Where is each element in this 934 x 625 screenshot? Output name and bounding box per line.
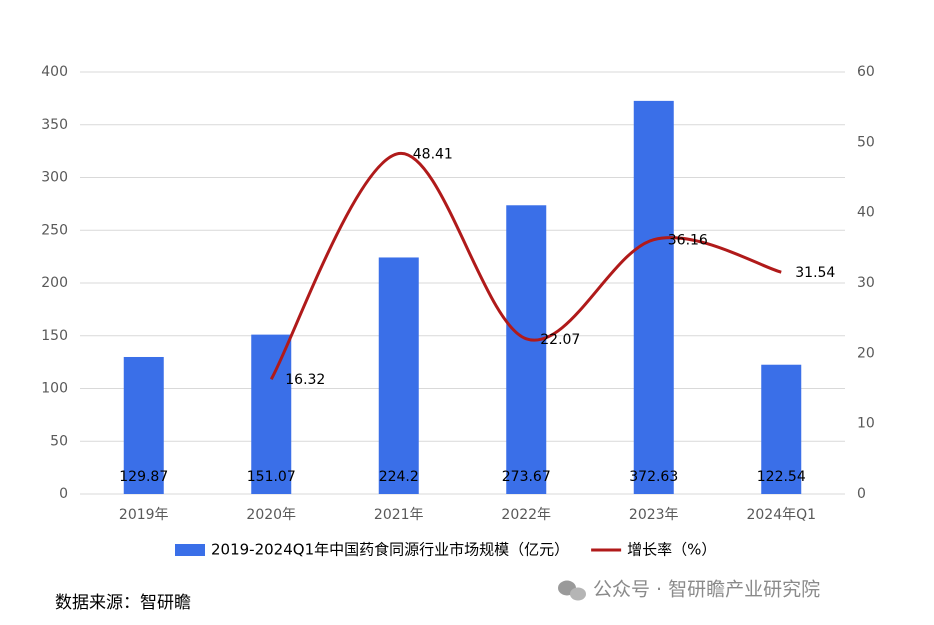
legend-label: 增长率（%） — [627, 541, 716, 559]
bar — [251, 334, 292, 494]
y2-tick-label: 40 — [857, 205, 875, 221]
x-tick-label: 2019年 — [119, 507, 169, 523]
y-tick-label: 400 — [41, 64, 68, 80]
x-tick-label: 2020年 — [246, 507, 296, 523]
y-tick-label: 150 — [41, 328, 68, 344]
x-tick-label: 2024年Q1 — [746, 507, 816, 523]
x-tick-label: 2022年 — [501, 507, 551, 523]
line-value-label: 16.32 — [285, 372, 325, 388]
y2-tick-label: 0 — [857, 486, 866, 502]
y-tick-label: 350 — [41, 117, 68, 133]
bar-value-label: 151.07 — [247, 469, 296, 485]
y2-tick-label: 30 — [857, 275, 875, 291]
y2-tick-label: 50 — [857, 134, 875, 150]
bar-value-label: 273.67 — [502, 469, 551, 485]
y2-tick-label: 20 — [857, 345, 875, 361]
bar — [123, 356, 164, 494]
y2-tick-label: 60 — [857, 64, 875, 80]
bar-value-label: 224.2 — [379, 469, 419, 485]
y2-tick-label: 10 — [857, 416, 875, 432]
bar — [506, 205, 547, 495]
y-tick-label: 200 — [41, 275, 68, 291]
y-tick-label: 0 — [59, 486, 68, 502]
bar-value-label: 122.54 — [757, 469, 806, 485]
line-value-label: 36.16 — [668, 233, 708, 249]
legend-label: 2019-2024Q1年中国药食同源行业市场规模（亿元） — [211, 541, 569, 559]
bar — [378, 257, 419, 494]
bar — [633, 100, 674, 494]
bar — [761, 364, 802, 494]
y-tick-label: 50 — [50, 433, 68, 449]
line — [269, 152, 782, 380]
line-value-label: 31.54 — [795, 265, 835, 281]
source: 数据来源：智研瞻 — [55, 593, 191, 613]
bar-value-label: 372.63 — [629, 469, 678, 485]
line-value-label: 22.07 — [540, 332, 580, 348]
watermark-icon — [558, 580, 586, 601]
x-tick-label: 2023年 — [629, 507, 679, 523]
bar-value-label: 129.87 — [119, 469, 168, 485]
legend-swatch — [175, 544, 205, 556]
watermark: 公众号 · 智研瞻产业研究院 — [593, 579, 820, 601]
y-tick-label: 300 — [41, 170, 68, 186]
y-tick-label: 250 — [41, 222, 68, 238]
y-tick-label: 100 — [41, 381, 68, 397]
x-tick-label: 2021年 — [374, 507, 424, 523]
line-value-label: 48.41 — [413, 147, 453, 163]
